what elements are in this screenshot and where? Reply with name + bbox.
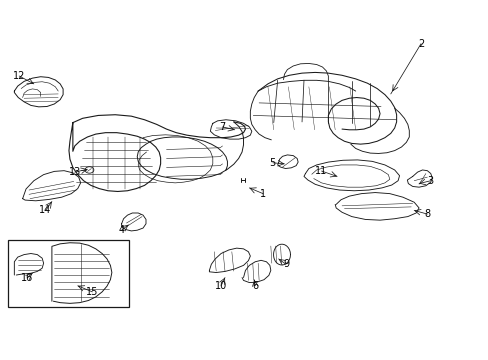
Text: 9: 9 xyxy=(282,259,288,269)
Text: 6: 6 xyxy=(252,281,258,291)
Text: 11: 11 xyxy=(315,166,327,176)
Text: 12: 12 xyxy=(13,71,25,81)
Text: 1: 1 xyxy=(260,189,265,199)
Text: 7: 7 xyxy=(219,122,225,132)
Text: 10: 10 xyxy=(215,281,227,291)
Text: 15: 15 xyxy=(86,287,99,297)
Text: 5: 5 xyxy=(269,158,275,168)
Text: 8: 8 xyxy=(424,209,429,219)
Text: 3: 3 xyxy=(427,176,433,186)
Text: 2: 2 xyxy=(417,39,423,49)
Text: 4: 4 xyxy=(118,225,124,235)
Bar xyxy=(8,240,129,307)
Text: 13: 13 xyxy=(68,167,81,177)
Text: 14: 14 xyxy=(40,206,52,216)
Text: 16: 16 xyxy=(21,273,34,283)
